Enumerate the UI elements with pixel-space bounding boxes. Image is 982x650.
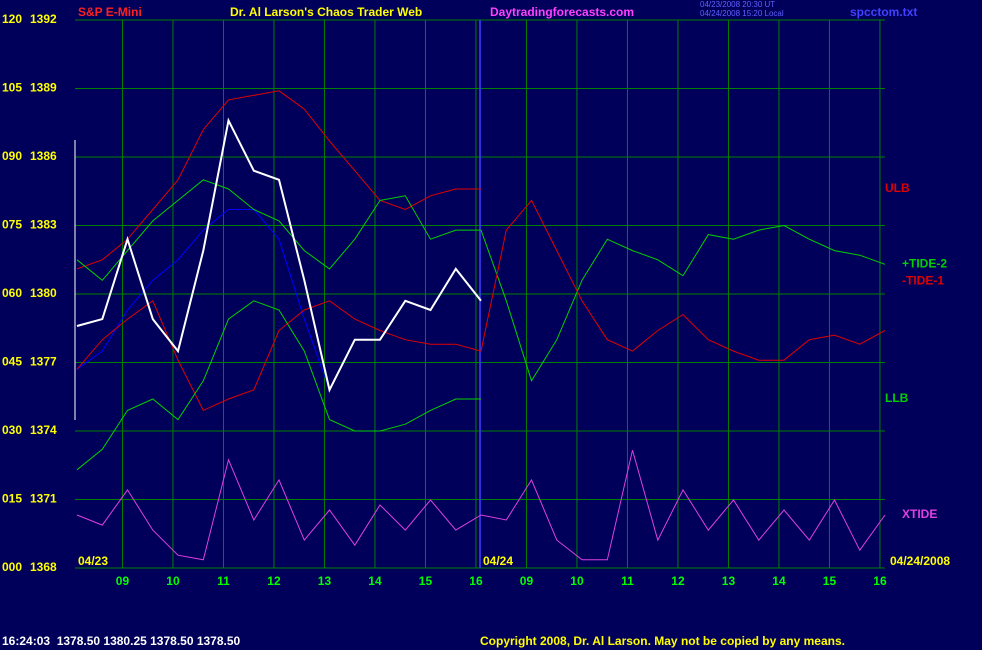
series-line	[76, 300, 481, 471]
series-line	[76, 179, 886, 382]
series-label: -TIDE-1	[902, 273, 944, 287]
y2-tick-label: 1377	[30, 355, 57, 369]
series-label: ULB	[885, 181, 910, 195]
x-tick-label: 14	[368, 574, 382, 588]
series-line	[76, 199, 886, 412]
subtitle: S&P E-Mini	[78, 5, 142, 19]
y-tick-label: 000	[2, 560, 22, 574]
y2-tick-label: 1389	[30, 81, 57, 95]
series-line	[76, 209, 330, 391]
series-line	[76, 90, 481, 270]
series-label: LLB	[885, 391, 909, 405]
y-tick-label: 045	[2, 355, 22, 369]
y2-tick-label: 1368	[30, 560, 57, 574]
file-name: spcctom.txt	[850, 5, 917, 19]
timestamp: 04/24/2008 15:20 Local	[700, 9, 784, 18]
y-tick-label: 015	[2, 492, 22, 506]
series-line	[76, 117, 482, 393]
x-tick-label: 11	[621, 574, 634, 588]
status: 16:24:03 1378.50 1380.25 1378.50 1378.50	[2, 634, 241, 648]
x-tick-label: 12	[267, 574, 281, 588]
plot	[76, 90, 886, 561]
x-tick-label: 13	[722, 574, 736, 588]
site: Daytradingforecasts.com	[490, 5, 634, 19]
x-tick-label: 10	[166, 574, 180, 588]
series-line	[76, 450, 886, 561]
grid	[75, 19, 885, 569]
date-label: 04/23	[78, 554, 108, 568]
chart-title: Dr. Al Larson's Chaos Trader Web	[230, 5, 422, 19]
y-tick-label: 105	[2, 81, 22, 95]
x-tick-label: 14	[772, 574, 786, 588]
series-label: +TIDE-2	[902, 256, 947, 270]
x-tick-label: 09	[116, 574, 130, 588]
x-tick-label: 15	[823, 574, 837, 588]
y2-tick-label: 1374	[30, 423, 57, 437]
y2-tick-label: 1371	[30, 492, 57, 506]
date-label: 04/24	[483, 554, 513, 568]
x-tick-label: 15	[419, 574, 433, 588]
x-tick-label: 13	[318, 574, 332, 588]
copyright: Copyright 2008, Dr. Al Larson. May not b…	[480, 634, 845, 648]
y-tick-label: 075	[2, 218, 22, 232]
x-tick-label: 16	[469, 574, 483, 588]
x-tick-label: 11	[217, 574, 230, 588]
series-label: XTIDE	[902, 507, 937, 521]
y-tick-label: 030	[2, 423, 22, 437]
x-tick-label: 09	[520, 574, 534, 588]
y-tick-label: 090	[2, 149, 22, 163]
x-tick-label: 10	[570, 574, 584, 588]
date-label: 04/24/2008	[890, 554, 950, 568]
y-tick-label: 060	[2, 286, 22, 300]
y2-tick-label: 1386	[30, 149, 57, 163]
timestamp: 04/23/2008 20:30 UT	[700, 0, 775, 9]
y2-tick-label: 1380	[30, 286, 57, 300]
y-tick-label: 120	[2, 12, 22, 26]
x-tick-label: 16	[873, 574, 887, 588]
y2-tick-label: 1392	[30, 12, 57, 26]
x-tick-label: 12	[671, 574, 685, 588]
y2-tick-label: 1383	[30, 218, 57, 232]
